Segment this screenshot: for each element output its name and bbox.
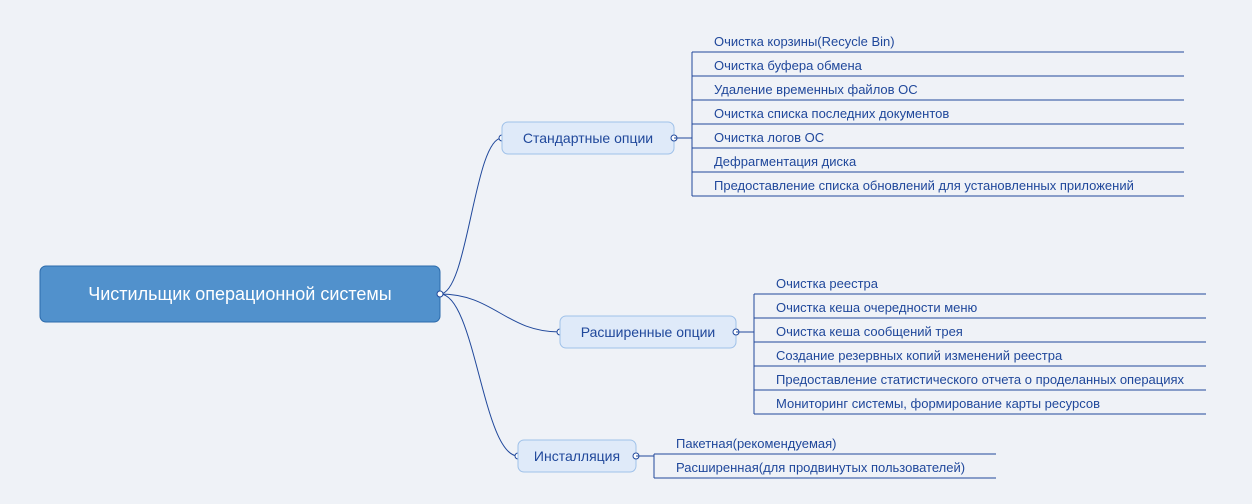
leaf-label: Очистка кеша сообщений трея	[776, 324, 963, 339]
leaf-label: Пакетная(рекомендуемая)	[676, 436, 837, 451]
leaf-label: Мониторинг системы, формирование карты р…	[776, 396, 1100, 411]
leaf-label: Удаление временных файлов ОС	[714, 82, 918, 97]
branch-label-install: Инсталляция	[534, 448, 620, 464]
pin	[437, 291, 443, 297]
leaf-label: Очистка реестра	[776, 276, 879, 291]
branch-label-standard: Стандартные опции	[523, 130, 653, 146]
leaf-label: Очистка списка последних документов	[714, 106, 949, 121]
leaf-label: Очистка буфера обмена	[714, 58, 863, 73]
connector-root-to-extended	[440, 294, 560, 332]
leaf-label: Создание резервных копий изменений реест…	[776, 348, 1063, 363]
connector-root-to-standard	[440, 138, 502, 294]
leaf-label: Расширенная(для продвинутых пользователе…	[676, 460, 965, 475]
leaf-label: Дефрагментация диска	[714, 154, 857, 169]
connector-root-to-install	[440, 294, 518, 456]
leaf-label: Очистка кеша очередности меню	[776, 300, 978, 315]
leaf-label: Очистка корзины(Recycle Bin)	[714, 34, 895, 49]
root-label: Чистильщик операционной системы	[88, 284, 392, 304]
branch-label-extended: Расширенные опции	[581, 324, 716, 340]
leaf-label: Предоставление списка обновлений для уст…	[714, 178, 1134, 193]
leaf-label: Предоставление статистического отчета о …	[776, 372, 1185, 387]
leaf-label: Очистка логов ОС	[714, 130, 824, 145]
